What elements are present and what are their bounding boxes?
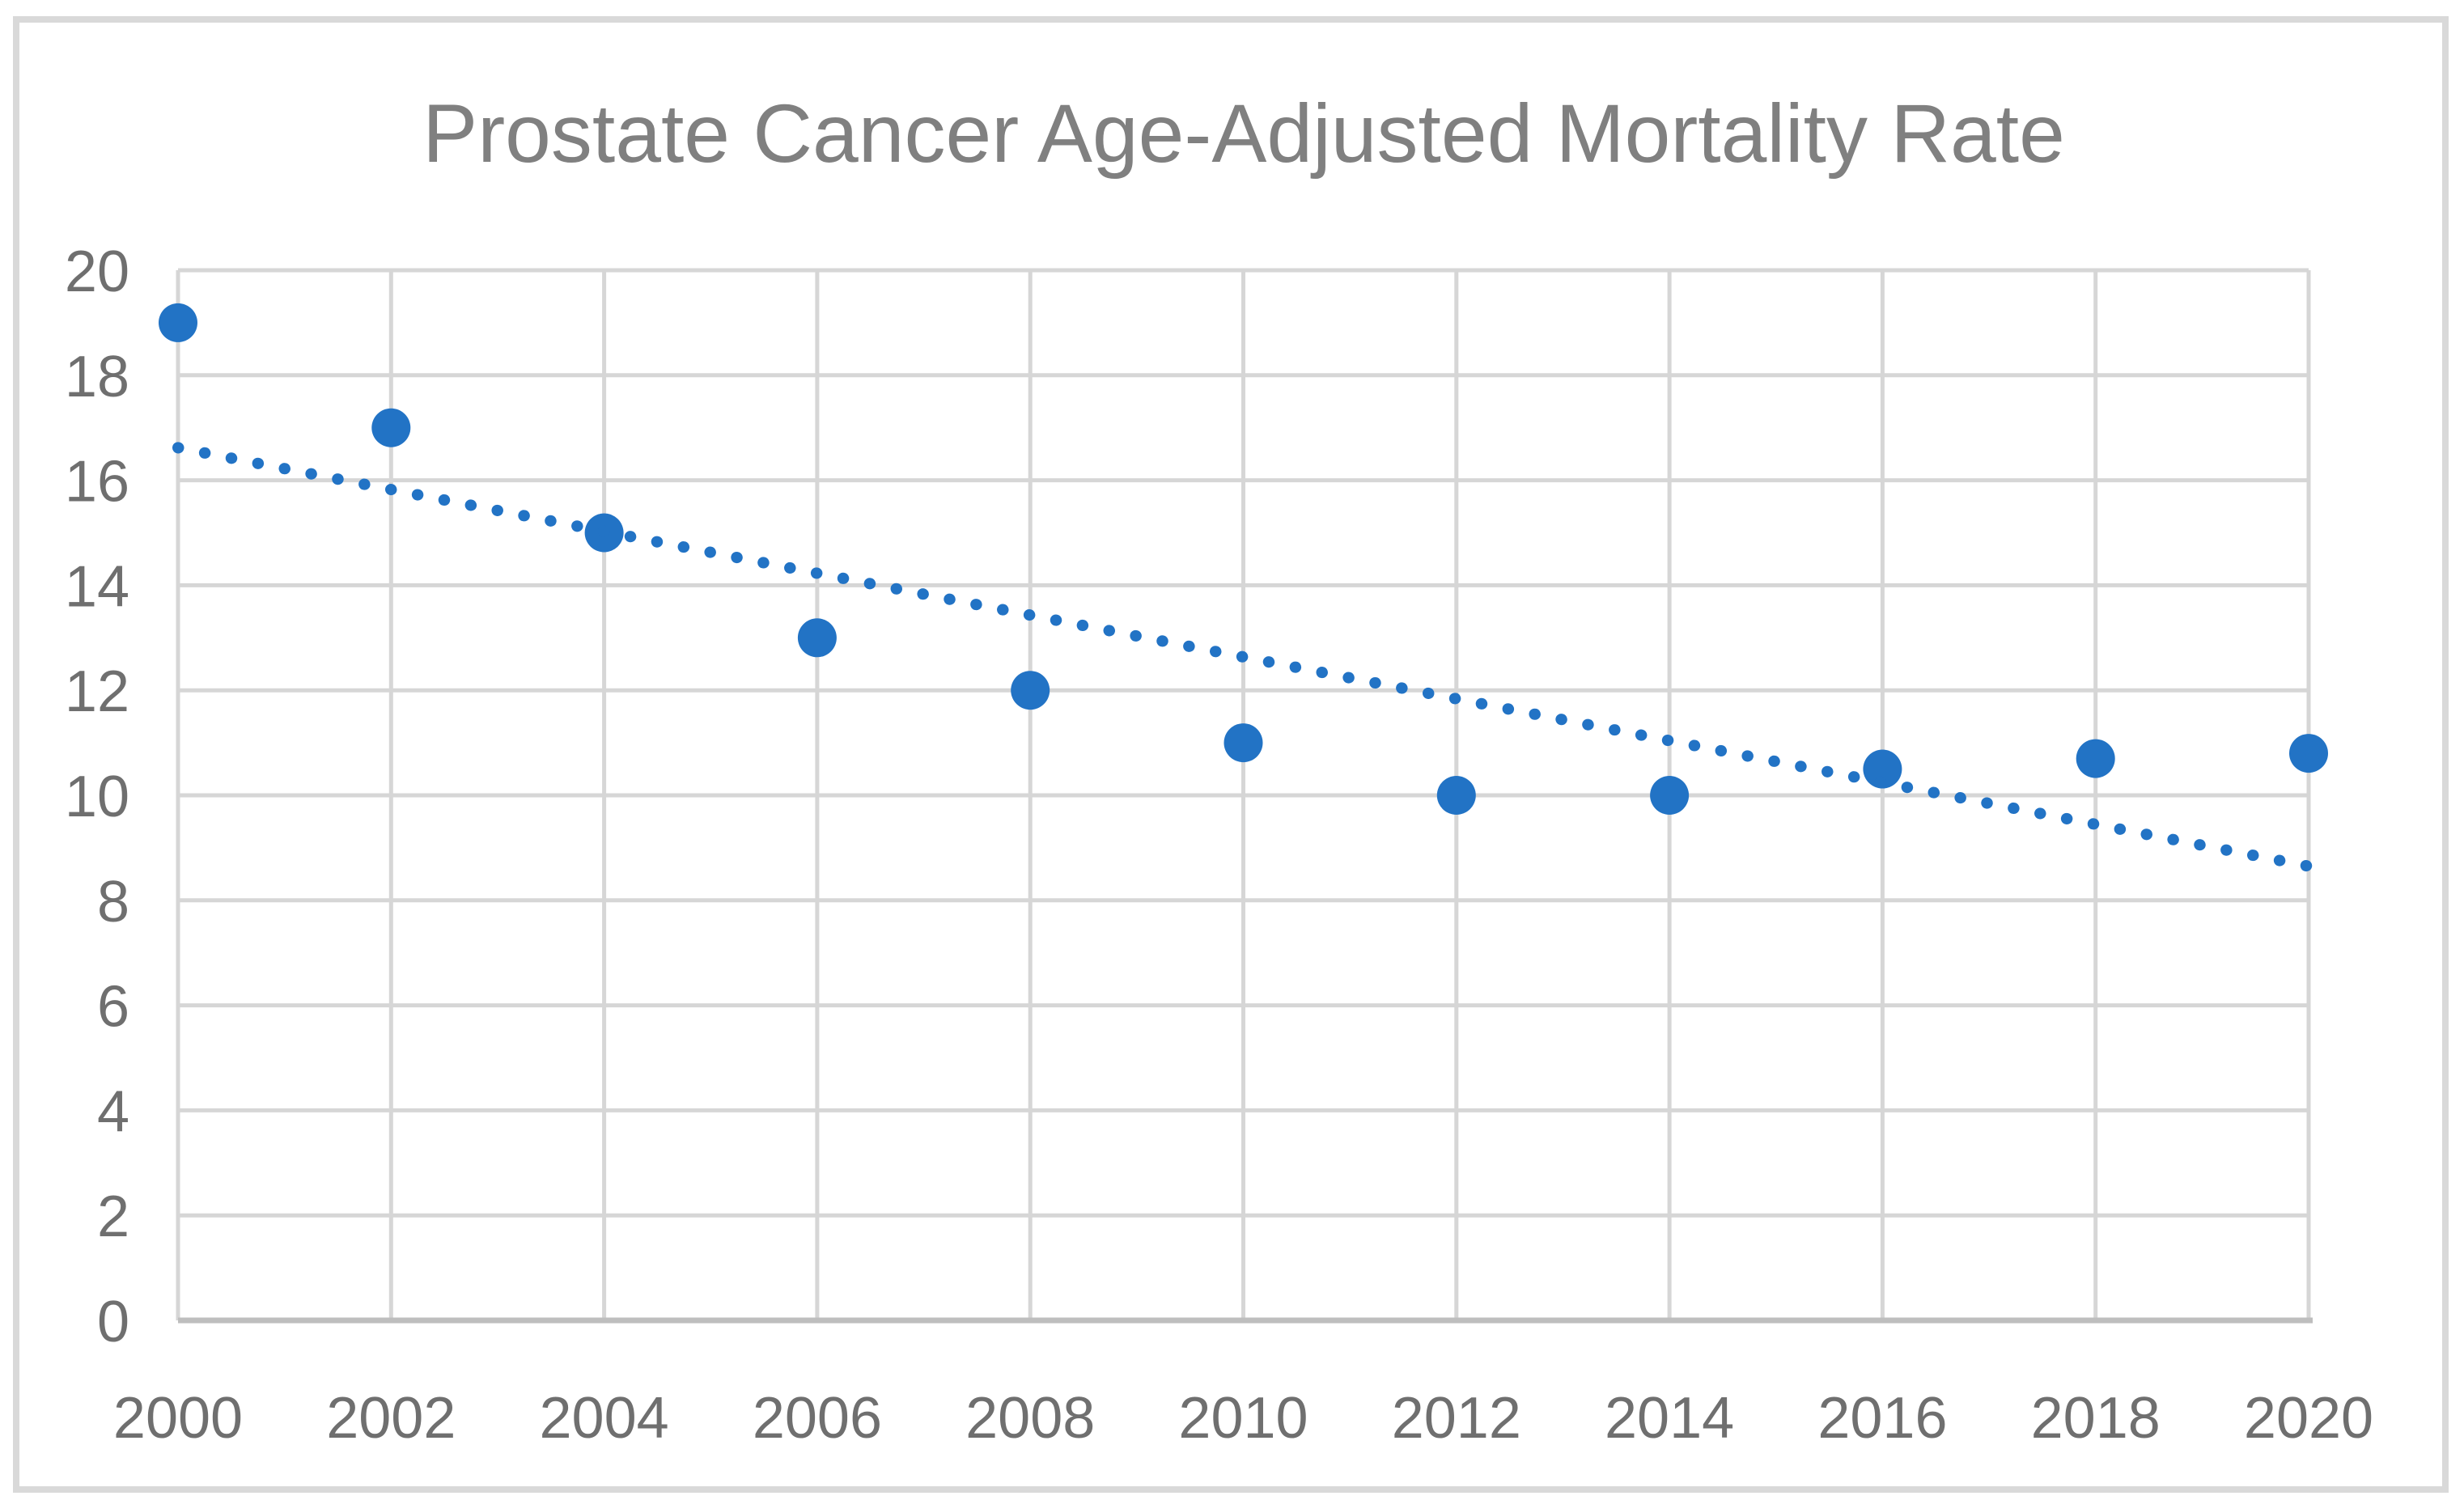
y-tick-label-12: 12 (65, 659, 129, 724)
x-tick-label-2018: 2018 (2031, 1386, 2161, 1451)
data-point-2014 (1650, 776, 1690, 815)
x-tick-label-2002: 2002 (326, 1386, 456, 1451)
y-tick-label-6: 6 (97, 975, 129, 1040)
y-tick-label-2: 2 (97, 1184, 129, 1249)
y-tick-label-8: 8 (97, 870, 129, 934)
x-tick-label-2000: 2000 (113, 1386, 243, 1451)
chart-title: Prostate Cancer Age-Adjusted Mortality R… (422, 87, 2065, 180)
data-point-2002 (371, 408, 411, 447)
data-point-2012 (1436, 776, 1476, 815)
data-point-2018 (2076, 739, 2115, 778)
x-tick-label-2012: 2012 (1392, 1386, 1521, 1451)
data-point-2006 (797, 618, 837, 658)
data-point-2008 (1011, 671, 1050, 710)
y-tick-label-20: 20 (65, 239, 129, 304)
x-tick-label-2016: 2016 (1817, 1386, 1947, 1451)
x-tick-label-2020: 2020 (2244, 1386, 2373, 1451)
y-tick-label-4: 4 (97, 1079, 129, 1144)
data-point-2020 (2289, 734, 2328, 773)
x-tick-label-2004: 2004 (540, 1386, 669, 1451)
gridlines (176, 268, 2311, 1320)
x-tick-label-2010: 2010 (1178, 1386, 1308, 1451)
data-point-2010 (1224, 723, 1263, 763)
x-tick-label-2006: 2006 (753, 1386, 882, 1451)
y-axis-tick-labels: 0 2 4 6 8 10 12 14 16 18 20 (65, 239, 129, 1354)
data-points (159, 303, 2328, 815)
x-tick-label-2008: 2008 (965, 1386, 1095, 1451)
y-tick-label-0: 0 (97, 1290, 129, 1354)
chart-border (13, 16, 2449, 1493)
trendline-dotted (172, 442, 2314, 872)
y-tick-label-14: 14 (65, 554, 129, 619)
x-axis-tick-labels: 2000 2002 2004 2006 2008 2010 2012 2014 2016 2018… (113, 1386, 2373, 1451)
y-tick-label-18: 18 (65, 345, 129, 409)
trendline (172, 442, 2314, 872)
data-point-2000 (159, 303, 197, 342)
y-tick-label-10: 10 (65, 765, 129, 829)
y-tick-label-16: 16 (65, 450, 129, 515)
x-tick-label-2014: 2014 (1605, 1386, 1734, 1451)
data-point-2016 (1863, 749, 1902, 789)
